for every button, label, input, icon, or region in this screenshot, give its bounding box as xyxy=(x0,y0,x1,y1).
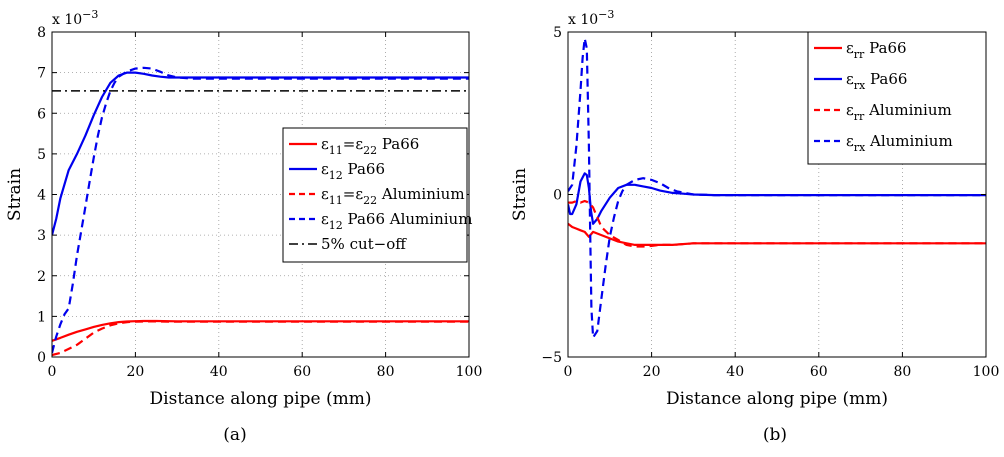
legend-text-part: 11 xyxy=(329,144,343,157)
legend-entry-4: 5% cut−off xyxy=(321,235,407,253)
legend-text-part: rr xyxy=(854,48,865,61)
panel-caption: (b) xyxy=(763,425,787,445)
y-tick-label: 7 xyxy=(37,66,46,82)
legend-text-part: ε xyxy=(321,135,329,153)
x-tick-label: 60 xyxy=(293,364,311,380)
x-axis-label: Distance along pipe (mm) xyxy=(150,389,372,409)
legend-entry-2: ε11=ε22 Aluminium xyxy=(321,185,465,207)
legend-entry-3: εrx Aluminium xyxy=(846,132,953,154)
legend-text-part: Pa66 Aluminium xyxy=(343,210,473,228)
legend-text-part: =ε xyxy=(343,135,364,153)
x-tick-label: 40 xyxy=(210,364,228,380)
series-line-1 xyxy=(568,172,986,225)
legend-entry-1: ε12 Pa66 xyxy=(321,160,385,182)
legend-entry-0: εrr Pa66 xyxy=(846,39,907,61)
legend-text-part: rx xyxy=(854,141,866,154)
y-tick-label: 4 xyxy=(37,188,46,204)
y-tick-label: 1 xyxy=(37,309,46,325)
legend-text-part: Pa66 xyxy=(377,135,419,153)
series-line-1 xyxy=(52,71,469,236)
legend-entry-0: ε11=ε22 Pa66 xyxy=(321,135,419,157)
y-tick-label: 5 xyxy=(37,147,46,163)
y-tick-label: 5 xyxy=(553,25,562,41)
y-axis-label: Strain xyxy=(5,168,25,221)
legend-text-part: ε xyxy=(321,185,329,203)
legend-text-part: 22 xyxy=(363,144,377,157)
series-line-2 xyxy=(568,199,986,248)
legend-text-part: Aluminium xyxy=(377,185,464,203)
panel-caption: (a) xyxy=(223,425,246,445)
x-tick-label: 60 xyxy=(810,364,828,380)
y-tick-label: 0 xyxy=(553,188,562,204)
x-tick-label: 20 xyxy=(126,364,144,380)
series-line-3 xyxy=(568,37,986,339)
x-axis-label: Distance along pipe (mm) xyxy=(666,389,888,409)
y-exponent-power: −3 xyxy=(82,8,98,21)
legend-text-part: rx xyxy=(854,79,866,92)
x-tick-label: 0 xyxy=(564,364,573,380)
y-tick-label: 0 xyxy=(37,350,46,366)
legend-text-part: Pa66 xyxy=(864,39,906,57)
y-tick-label: 8 xyxy=(37,25,46,41)
legend-text-part: 12 xyxy=(329,169,343,182)
legend-text-part: ε xyxy=(846,101,854,119)
y-exponent-label: x 10−3 xyxy=(568,8,614,28)
legend-text-part: rr xyxy=(854,110,865,123)
y-tick-label: 2 xyxy=(37,269,46,285)
series-line-2 xyxy=(52,320,469,357)
x-tick-label: 20 xyxy=(643,364,661,380)
legend-entry-1: εrx Pa66 xyxy=(846,70,907,92)
legend-text-part: 12 xyxy=(329,219,343,232)
y-tick-label: 3 xyxy=(37,228,46,244)
legend-text-part: 11 xyxy=(329,194,343,207)
x-tick-label: 0 xyxy=(48,364,57,380)
series-line-3 xyxy=(52,66,469,354)
legend-text-part: Pa66 xyxy=(343,160,385,178)
legend-text-part: =ε xyxy=(343,185,364,203)
legend-text-part: ε xyxy=(846,132,854,150)
y-tick-label: 6 xyxy=(37,106,46,122)
x-tick-label: 100 xyxy=(456,364,483,380)
legend-entry-3: ε12 Pa66 Aluminium xyxy=(321,210,472,232)
legend-text-part: 5% cut−off xyxy=(321,235,407,253)
x-tick-label: 80 xyxy=(377,364,395,380)
x-tick-label: 100 xyxy=(973,364,1000,380)
legend-text-part: Pa66 xyxy=(865,70,907,88)
legend-text-part: Aluminium xyxy=(864,101,951,119)
y-exponent-power: −3 xyxy=(598,8,614,21)
legend-text-part: ε xyxy=(321,160,329,178)
y-tick-label: −5 xyxy=(541,350,562,366)
legend-entry-2: εrr Aluminium xyxy=(846,101,952,123)
legend-text-part: 22 xyxy=(363,194,377,207)
y-exponent-label: x 10−3 xyxy=(52,8,98,28)
x-tick-label: 40 xyxy=(726,364,744,380)
y-axis-label: Strain xyxy=(510,168,530,221)
legend-text-part: ε xyxy=(321,210,329,228)
x-tick-label: 80 xyxy=(893,364,911,380)
legend-text-part: ε xyxy=(846,70,854,88)
legend-text-part: ε xyxy=(846,39,854,57)
legend-text-part: Aluminium xyxy=(865,132,952,150)
